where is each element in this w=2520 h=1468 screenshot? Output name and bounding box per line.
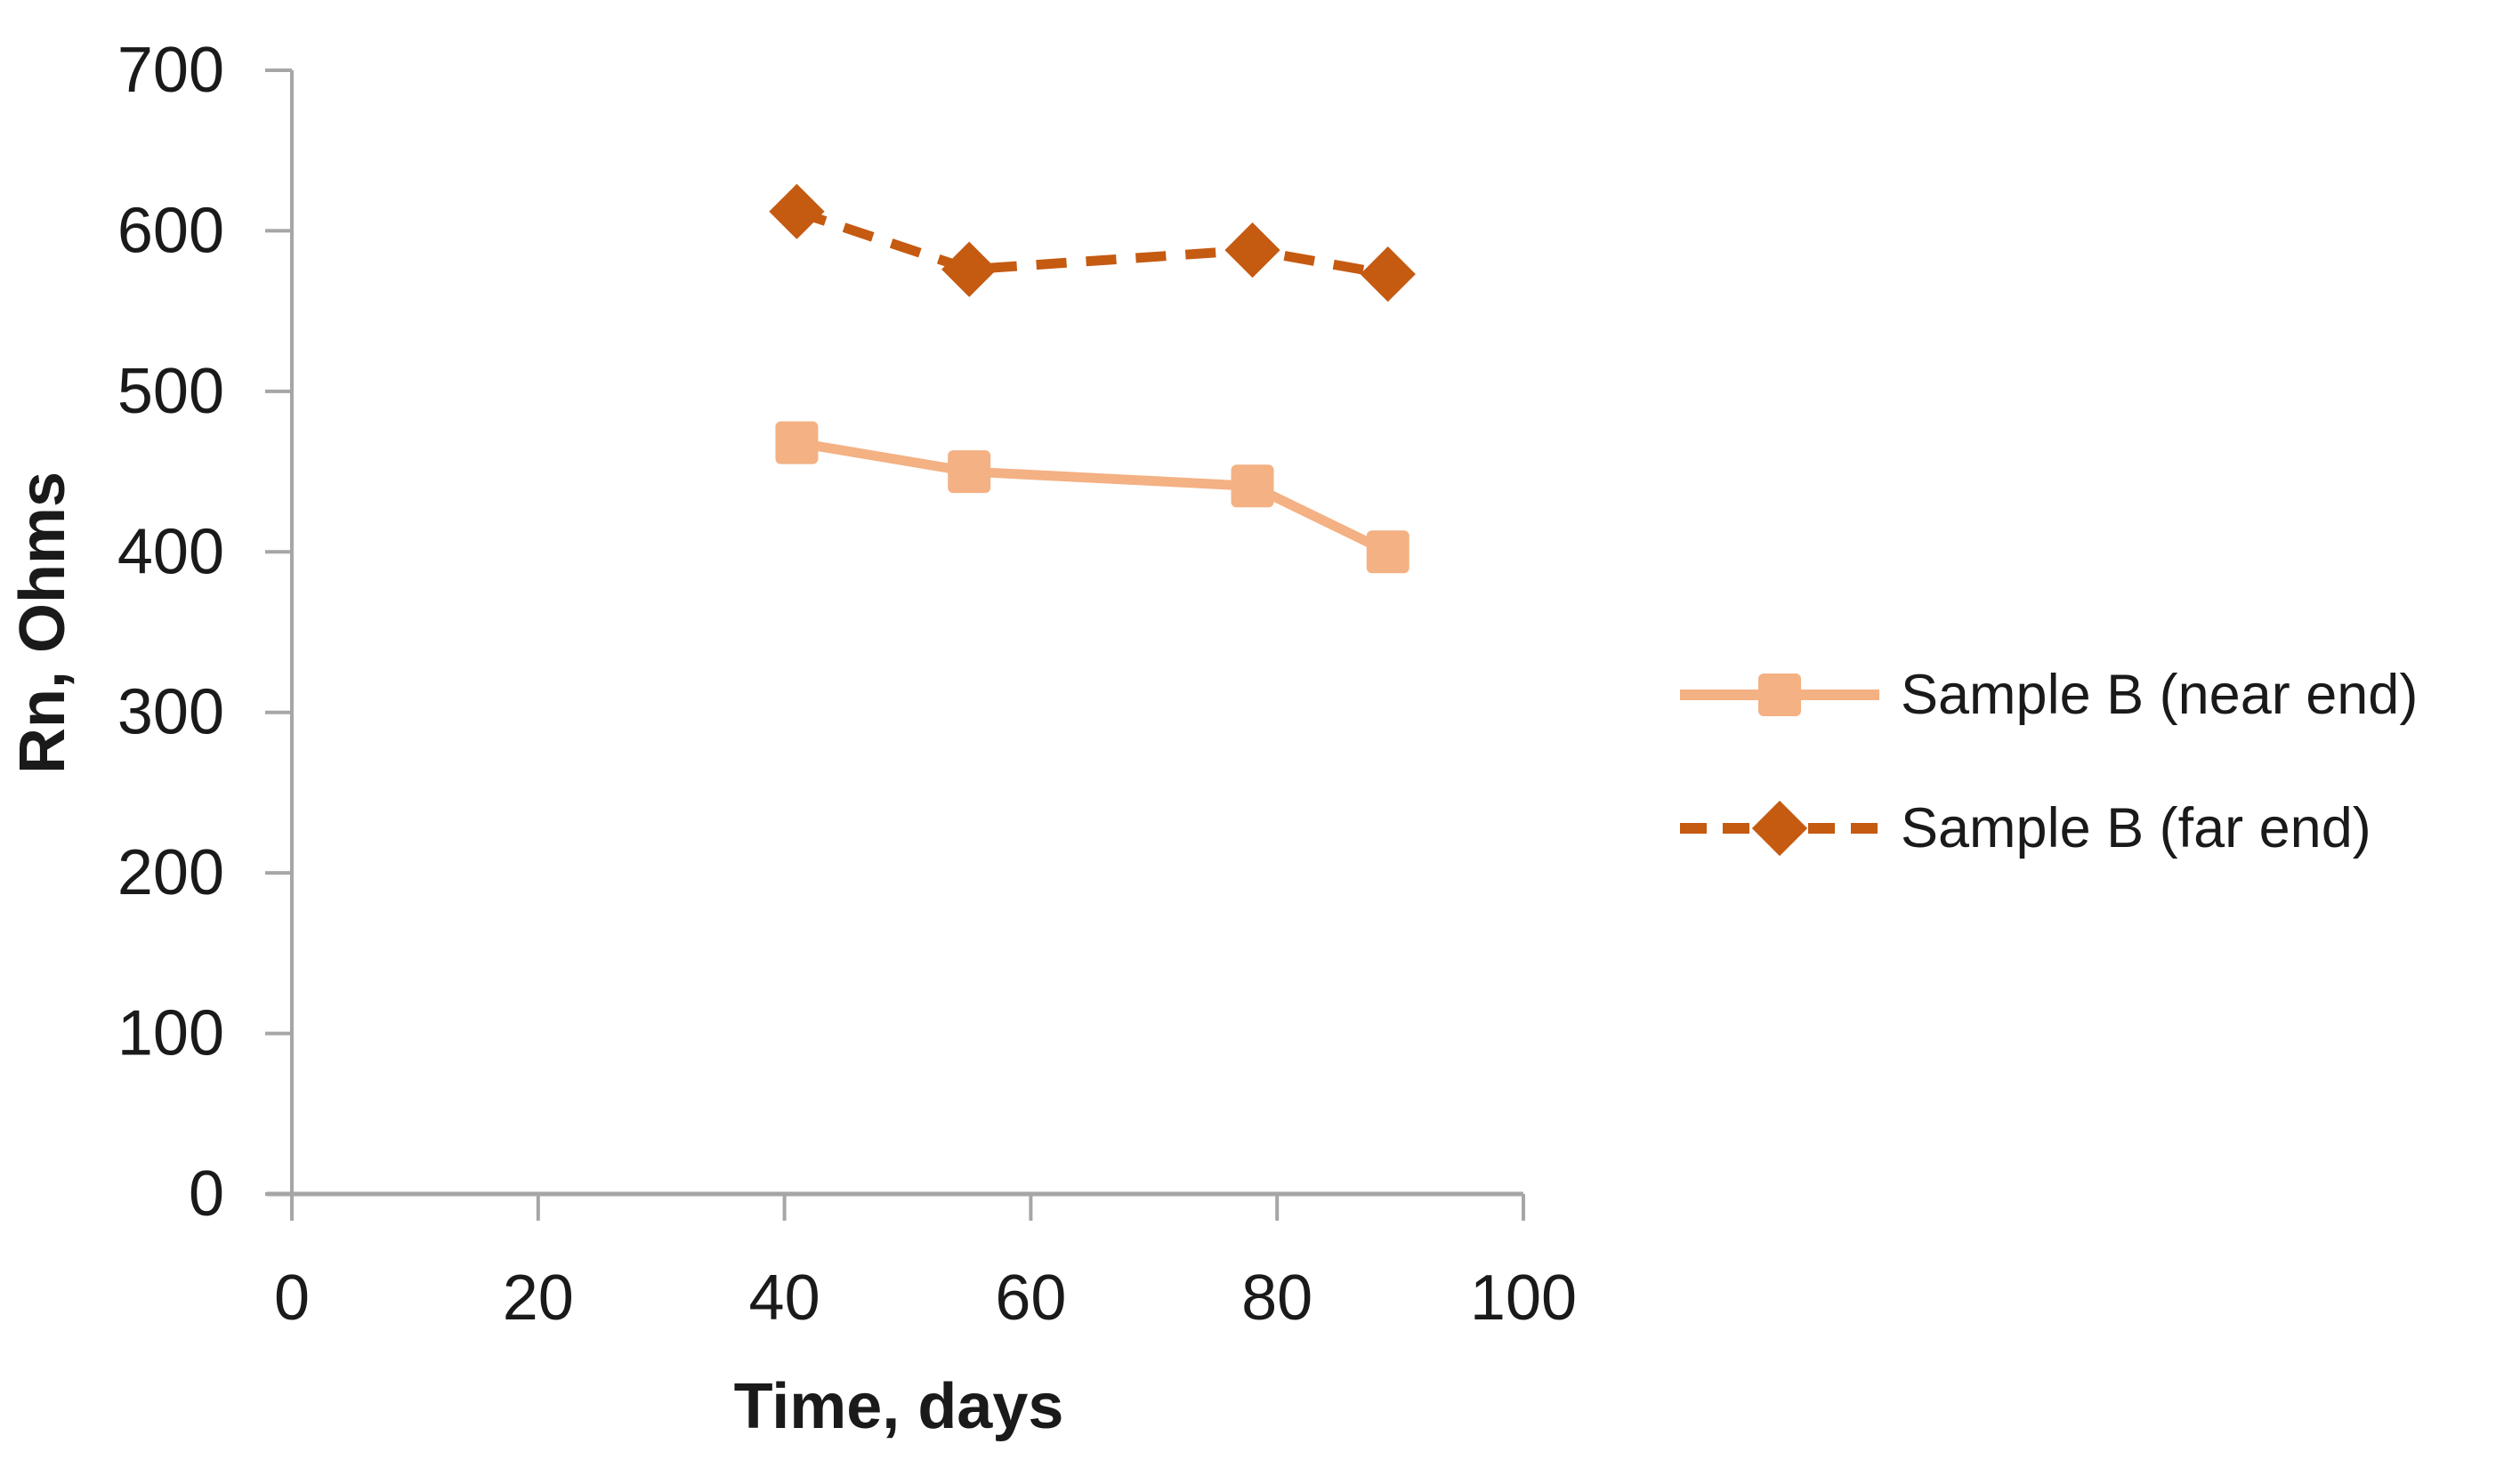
- legend-label-far-end: Sample B (far end): [1901, 797, 2371, 859]
- far-end-data-point: [1224, 222, 1280, 278]
- y-tick-label: 700: [117, 35, 224, 106]
- x-axis-title: Time, days: [734, 1371, 1064, 1442]
- x-tick-label: 80: [1241, 1262, 1312, 1334]
- near-end-data-point: [1366, 530, 1409, 574]
- legend-label-near-end: Sample B (near end): [1901, 664, 2418, 726]
- far-end-data-point: [769, 183, 825, 239]
- y-tick-label: 600: [117, 195, 224, 266]
- x-tick-label: 100: [1470, 1262, 1577, 1334]
- legend: Sample B (near end) Sample B (far end): [1680, 664, 2418, 859]
- far-end-data-point: [1360, 246, 1416, 302]
- x-tick-label: 40: [749, 1262, 820, 1334]
- y-tick-label: 400: [117, 516, 224, 587]
- y-tick-label: 100: [117, 998, 224, 1069]
- near-end-data-point: [1231, 464, 1274, 508]
- x-tick-label: 20: [503, 1262, 574, 1334]
- x-tick-label: 0: [274, 1262, 310, 1334]
- y-tick-label: 500: [117, 356, 224, 427]
- near-end-data-point: [948, 450, 991, 494]
- legend-item-near-end: Sample B (near end): [1680, 664, 2418, 726]
- square-marker-icon: [1758, 674, 1801, 716]
- diamond-marker-icon: [1751, 800, 1808, 857]
- x-tick-label: 60: [995, 1262, 1066, 1334]
- near-end-data-point: [775, 421, 819, 464]
- far-end-series-line: [795, 206, 1389, 279]
- far-end-data-point: [941, 241, 998, 297]
- y-tick-label: 0: [189, 1158, 224, 1230]
- plot-area: 700 600 500 400 300 200 100 00 20 40 60 80 100: [117, 35, 1577, 1334]
- y-tick-label: 200: [117, 837, 224, 908]
- y-axis-title: Rn, Ohms: [7, 472, 78, 774]
- near-end-series-line: [796, 438, 1391, 557]
- legend-item-far-end: Sample B (far end): [1680, 797, 2371, 859]
- y-tick-label: 300: [117, 677, 224, 748]
